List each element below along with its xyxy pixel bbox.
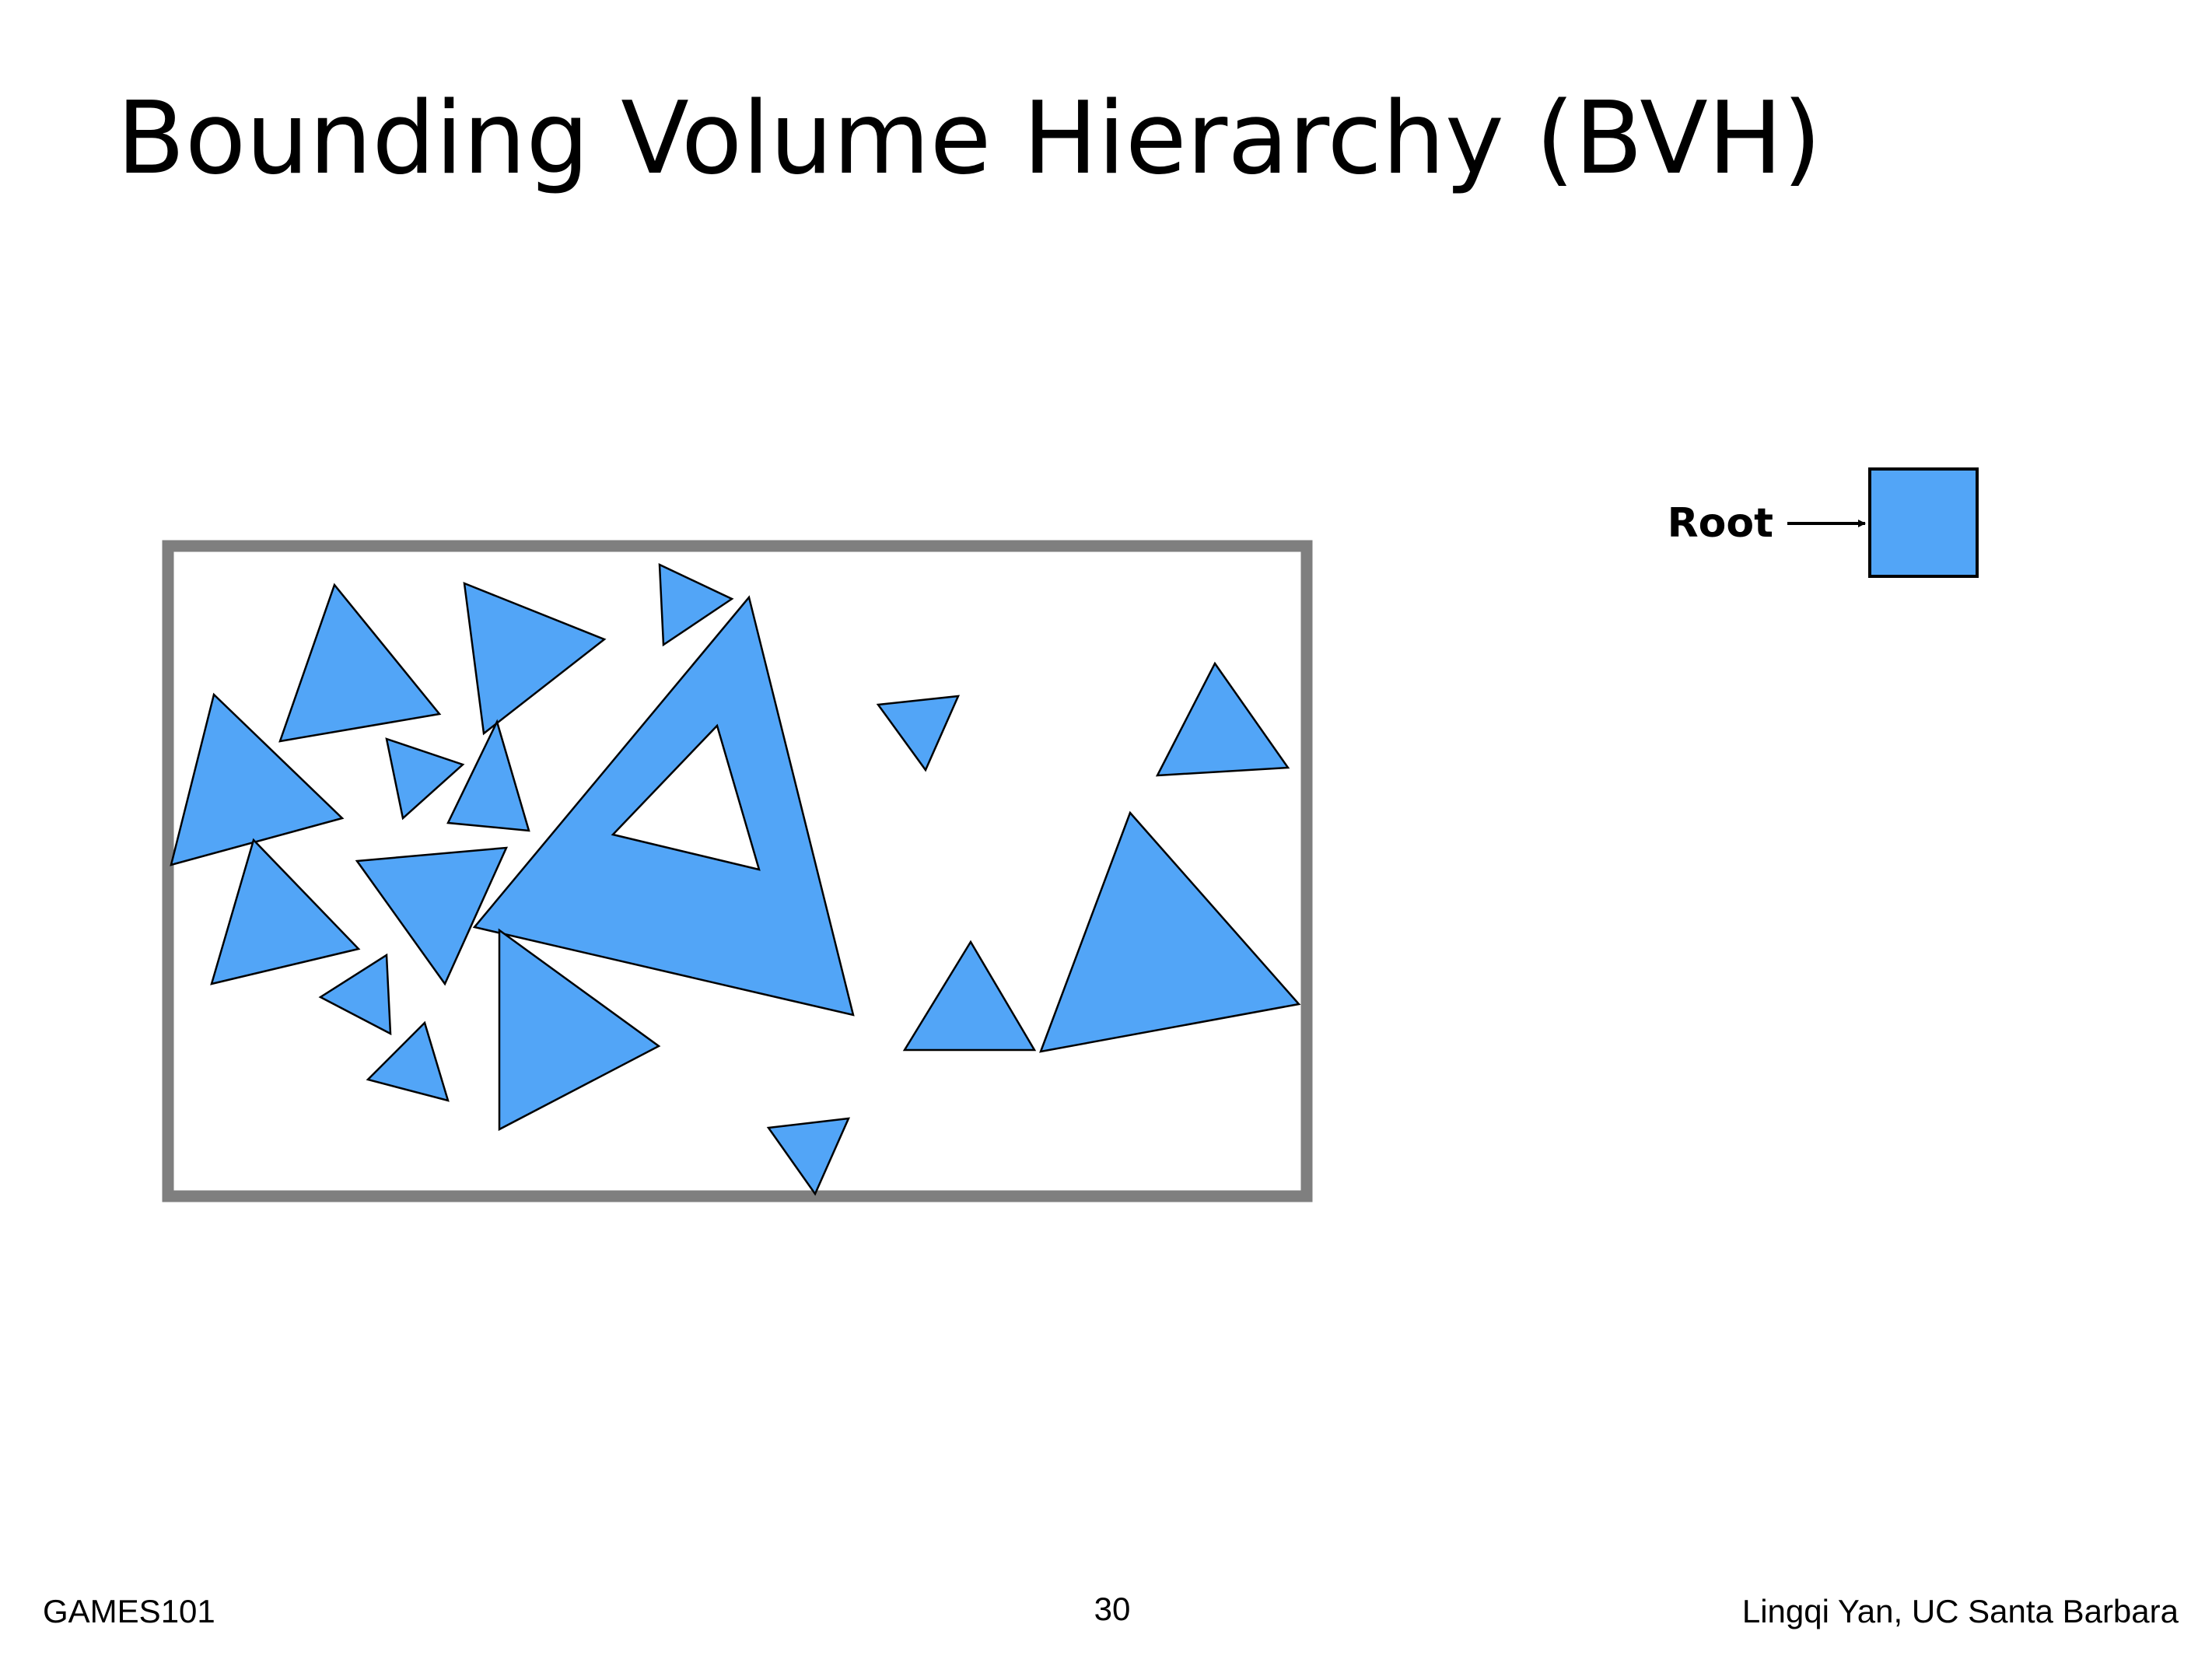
triangle <box>385 737 465 821</box>
triangle <box>463 582 607 736</box>
triangle <box>902 940 1037 1052</box>
footer-page-number: 30 <box>1094 1591 1131 1627</box>
triangle <box>446 719 530 832</box>
triangle <box>658 562 734 647</box>
triangle <box>498 928 661 1132</box>
root-label: Root <box>1668 500 1773 547</box>
triangle <box>210 838 361 985</box>
tree-root-node <box>1868 467 1979 578</box>
large-triangle-with-hole <box>472 595 855 1017</box>
triangle <box>766 1117 851 1196</box>
scene-triangles <box>170 562 1301 1196</box>
footer-course: GAMES101 <box>43 1593 215 1629</box>
triangle <box>1039 810 1301 1053</box>
triangle <box>876 695 961 772</box>
triangle <box>318 953 392 1036</box>
footer-author: Lingqi Yan, UC Santa Barbara <box>1741 1593 2179 1629</box>
triangle <box>1155 661 1290 777</box>
triangle <box>278 583 442 743</box>
slide-title: Bounding Volume Hierarchy (BVH) <box>117 81 1822 197</box>
triangle <box>366 1020 450 1102</box>
root-bounding-box <box>162 540 1313 1202</box>
triangle <box>170 692 345 866</box>
triangle <box>355 846 509 986</box>
